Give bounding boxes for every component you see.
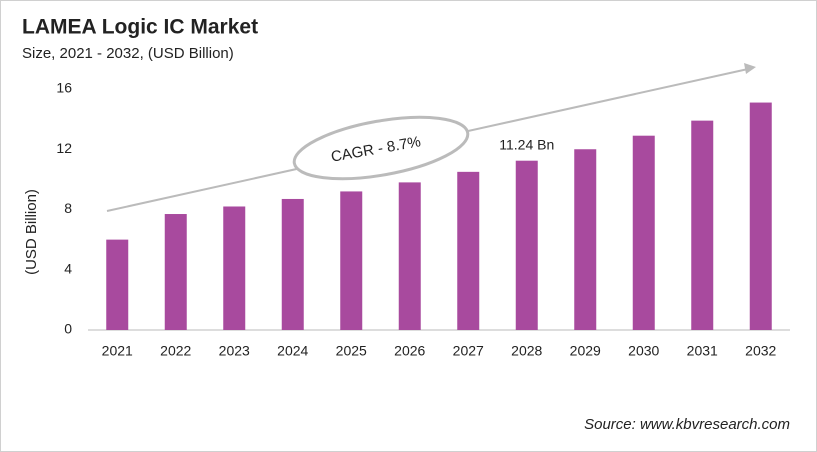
y-tick-label: 16 xyxy=(56,80,72,96)
bar xyxy=(632,135,655,330)
x-tick-label: 2021 xyxy=(102,343,133,359)
x-tick-label: 2023 xyxy=(219,343,250,359)
bar xyxy=(574,149,597,330)
bar xyxy=(281,198,304,330)
x-tick-label: 2024 xyxy=(277,343,308,359)
x-tick-label: 2027 xyxy=(453,343,484,359)
x-tick-label: 2026 xyxy=(394,343,425,359)
chart-title: LAMEA Logic IC Market xyxy=(22,16,258,39)
cagr-ellipse xyxy=(292,115,470,181)
bar xyxy=(164,214,187,330)
bar xyxy=(691,120,714,330)
x-tick-label: 2028 xyxy=(511,343,542,359)
value-label: 11.24 Bn xyxy=(499,136,554,152)
x-tick-label: 2031 xyxy=(687,343,718,359)
bar xyxy=(515,160,538,330)
chart-subtitle: Size, 2021 - 2032, (USD Billion) xyxy=(22,45,234,62)
y-tick-label: 0 xyxy=(64,321,72,337)
y-tick-label: 8 xyxy=(64,200,72,216)
x-tick-label: 2022 xyxy=(160,343,191,359)
source: Source: www.kbvresearch.com xyxy=(584,416,790,433)
arrow-head xyxy=(744,63,756,74)
y-axis-label: (USD Billion) xyxy=(23,189,40,275)
x-tick-label: 2030 xyxy=(628,343,659,359)
x-tick-label: 2025 xyxy=(336,343,367,359)
x-tick-label: 2029 xyxy=(570,343,601,359)
bar xyxy=(223,206,246,330)
y-tick-label: 4 xyxy=(64,260,72,276)
bar xyxy=(749,102,772,331)
bar xyxy=(340,191,363,330)
bar xyxy=(106,239,129,330)
bar xyxy=(398,182,421,330)
bar xyxy=(457,171,480,330)
x-tick-label: 2032 xyxy=(745,343,776,359)
y-tick-label: 12 xyxy=(56,140,72,156)
